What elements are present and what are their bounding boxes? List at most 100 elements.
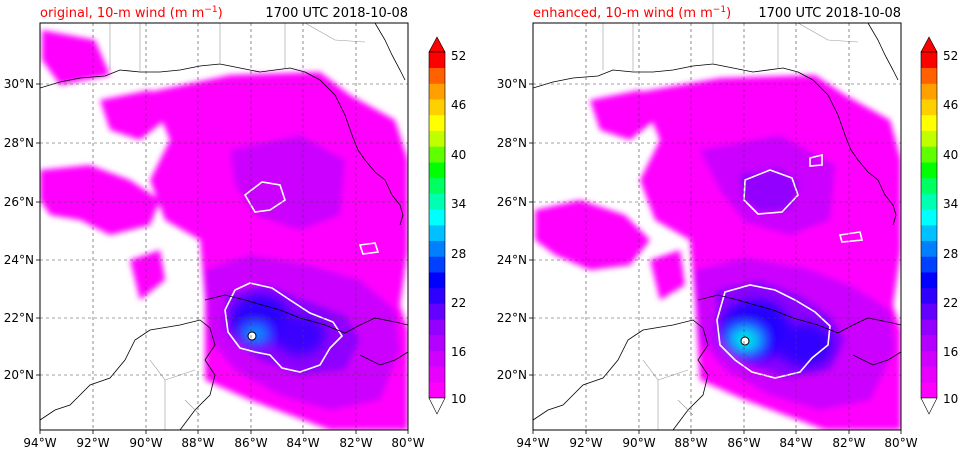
lon-label: 80°W bbox=[884, 436, 917, 450]
colorbar-segments bbox=[429, 52, 445, 399]
colorbar-segment bbox=[429, 240, 445, 257]
colorbar-tick-label: 28 bbox=[943, 247, 958, 261]
lon-label: 82°W bbox=[832, 436, 865, 450]
isotach-contours bbox=[716, 153, 864, 379]
wind-field bbox=[40, 30, 408, 430]
colorbar-tick-label: 46 bbox=[943, 98, 958, 112]
colorbar-segment bbox=[429, 67, 445, 84]
lat-label: 30°N bbox=[4, 77, 34, 91]
panel-original: original, 10-m wind (m m−1) 1700 UTC 201… bbox=[4, 5, 467, 450]
lat-label: 26°N bbox=[497, 195, 527, 209]
lon-label: 86°W bbox=[234, 436, 267, 450]
colorbar-segment bbox=[921, 177, 937, 194]
panel-enhanced: enhanced, 10-m wind (m m−1) 1700 UTC 201… bbox=[497, 5, 959, 450]
colorbar-segment bbox=[429, 83, 445, 100]
colorbar-segment bbox=[429, 256, 445, 273]
lat-label: 22°N bbox=[497, 311, 527, 325]
colorbar-segment bbox=[921, 240, 937, 257]
lon-label: 88°W bbox=[181, 436, 214, 450]
colorbar-segment bbox=[921, 287, 937, 304]
map-frame bbox=[39, 22, 409, 431]
colorbar-tick-label: 22 bbox=[943, 296, 958, 310]
lon-tick-labels: 94°W 92°W 90°W 88°W 86°W 84°W 82°W 80°W bbox=[23, 436, 424, 450]
map-area bbox=[40, 23, 408, 430]
colorbar-segment bbox=[429, 272, 445, 289]
colorbar-segment bbox=[429, 335, 445, 352]
lon-label: 84°W bbox=[286, 436, 319, 450]
colorbar-segment bbox=[921, 83, 937, 100]
panel-left-title: original, 10-m wind (m m−1) bbox=[40, 5, 223, 21]
colorbar-segment bbox=[921, 99, 937, 116]
colorbar-segment bbox=[921, 225, 937, 242]
colorbar-segment bbox=[921, 146, 937, 163]
colorbar-tick-label: 40 bbox=[451, 148, 466, 162]
storm-eye bbox=[740, 336, 750, 346]
lon-label: 90°W bbox=[129, 436, 162, 450]
colorbar-segment bbox=[429, 319, 445, 336]
colorbar-segment bbox=[921, 209, 937, 226]
colorbar-tick-label: 16 bbox=[451, 345, 466, 359]
colorbar-segments bbox=[921, 52, 937, 399]
storm-eye bbox=[247, 331, 257, 341]
lon-label: 94°W bbox=[516, 436, 549, 450]
panel-right-title: 1700 UTC 2018-10-08 bbox=[758, 6, 901, 21]
colorbar-segment bbox=[921, 193, 937, 210]
graticule bbox=[533, 23, 901, 430]
lat-label: 26°N bbox=[4, 195, 34, 209]
colorbar-segment bbox=[429, 162, 445, 179]
colorbar-segment bbox=[921, 256, 937, 273]
colorbar-tick-label: 16 bbox=[943, 345, 958, 359]
colorbar-segment bbox=[429, 209, 445, 226]
colorbar-tick-label: 28 bbox=[451, 247, 466, 261]
lon-label: 82°W bbox=[339, 436, 372, 450]
lon-label: 88°W bbox=[674, 436, 707, 450]
colorbar-tick-label: 40 bbox=[943, 148, 958, 162]
lon-label: 84°W bbox=[779, 436, 812, 450]
lat-label: 28°N bbox=[497, 136, 527, 150]
panel-left-title: enhanced, 10-m wind (m m−1) bbox=[533, 5, 731, 21]
colorbar-tick-label: 46 bbox=[451, 98, 466, 112]
lat-tick-labels: 30°N 28°N 26°N 24°N 22°N 20°N bbox=[4, 77, 34, 382]
isotach-contours bbox=[224, 181, 380, 373]
colorbar-segment bbox=[921, 319, 937, 336]
colorbar-extend-min bbox=[920, 397, 938, 415]
colorbar-segment bbox=[429, 287, 445, 304]
colorbar-segment bbox=[429, 303, 445, 320]
colorbar-segment bbox=[429, 130, 445, 147]
lat-label: 22°N bbox=[4, 311, 34, 325]
colorbar-segment bbox=[429, 193, 445, 210]
colorbar-segment bbox=[429, 52, 445, 69]
colorbar-segment bbox=[921, 366, 937, 383]
colorbar-extend-max bbox=[428, 36, 446, 53]
colorbar-tick-label: 22 bbox=[451, 296, 466, 310]
colorbar-segment bbox=[921, 162, 937, 179]
colorbar-segment bbox=[921, 335, 937, 352]
lon-label: 92°W bbox=[76, 436, 109, 450]
colorbar-segment bbox=[429, 177, 445, 194]
graticule bbox=[40, 23, 408, 430]
lat-label: 20°N bbox=[497, 368, 527, 382]
colorbar-segment bbox=[921, 114, 937, 131]
lat-label: 28°N bbox=[4, 136, 34, 150]
colorbar-tick-label: 10 bbox=[943, 392, 958, 406]
colorbar-tick-label: 34 bbox=[451, 197, 466, 211]
map-area bbox=[533, 23, 901, 430]
coastlines bbox=[533, 23, 901, 430]
lat-label: 30°N bbox=[497, 77, 527, 91]
colorbar-segment bbox=[429, 146, 445, 163]
colorbar-segment bbox=[921, 272, 937, 289]
lat-label: 24°N bbox=[497, 253, 527, 267]
colorbar-tick-label: 34 bbox=[943, 197, 958, 211]
colorbar-extend-min bbox=[428, 397, 446, 415]
colorbar-segment bbox=[921, 382, 937, 399]
colorbar-segment bbox=[429, 382, 445, 399]
colorbar-segment bbox=[429, 366, 445, 383]
lat-label: 24°N bbox=[4, 253, 34, 267]
lat-tick-labels: 30°N 28°N 26°N 24°N 22°N 20°N bbox=[497, 77, 527, 382]
colorbar-segment bbox=[921, 130, 937, 147]
lon-label: 86°W bbox=[727, 436, 760, 450]
colorbar-tick-label: 10 bbox=[451, 392, 466, 406]
lon-tick-labels: 94°W 92°W 90°W 88°W 86°W 84°W 82°W 80°W bbox=[516, 436, 917, 450]
colorbar-segment bbox=[429, 225, 445, 242]
